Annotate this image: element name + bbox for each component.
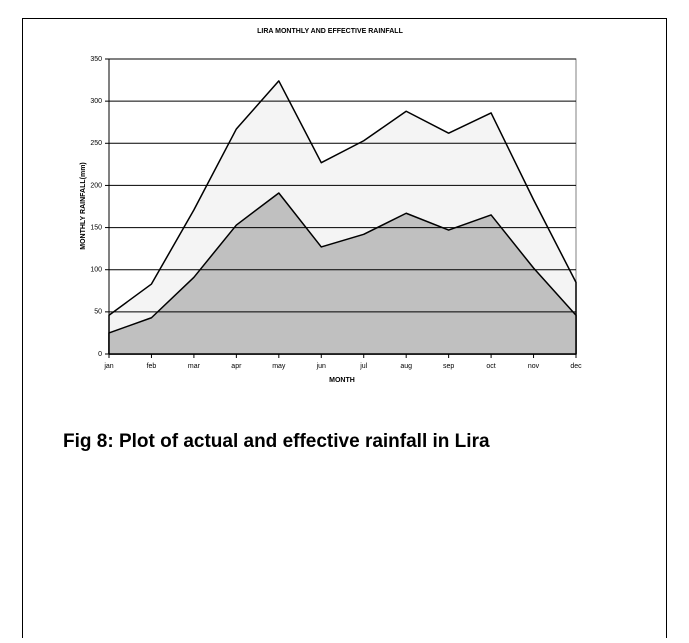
y-axis-label: MONTHLY RAINFALL(mm) (80, 162, 87, 250)
y-tick-label: 50 (94, 309, 102, 316)
x-tick-label: feb (147, 363, 157, 370)
y-tick-label: 0 (98, 351, 102, 358)
y-tick-label: 150 (90, 224, 102, 231)
y-tick-label: 250 (90, 140, 102, 147)
x-axis-label: MONTH (329, 377, 355, 384)
x-tick-label: jul (359, 363, 367, 370)
x-tick-label: apr (231, 363, 242, 370)
x-tick-label: nov (528, 363, 540, 370)
x-tick-label: jun (316, 363, 326, 370)
x-tick-label: may (272, 363, 286, 370)
caption: Fig 8: Plot of actual and effective rain… (63, 431, 490, 452)
x-tick-label: aug (400, 363, 412, 370)
x-tick-label: dec (570, 363, 582, 370)
chart-title: LIRA MONTHLY AND EFFECTIVE RAINFALL (257, 28, 403, 35)
y-tick-label: 100 (90, 267, 102, 274)
x-tick-label: oct (486, 363, 495, 370)
y-tick-label: 200 (90, 182, 102, 189)
x-tick-label: jan (103, 363, 113, 370)
x-tick-label: mar (188, 363, 201, 370)
y-tick-label: 350 (90, 56, 102, 63)
y-tick-label: 300 (90, 98, 102, 105)
frame (22, 18, 667, 643)
x-tick-label: sep (443, 363, 454, 370)
area (108, 192, 577, 355)
